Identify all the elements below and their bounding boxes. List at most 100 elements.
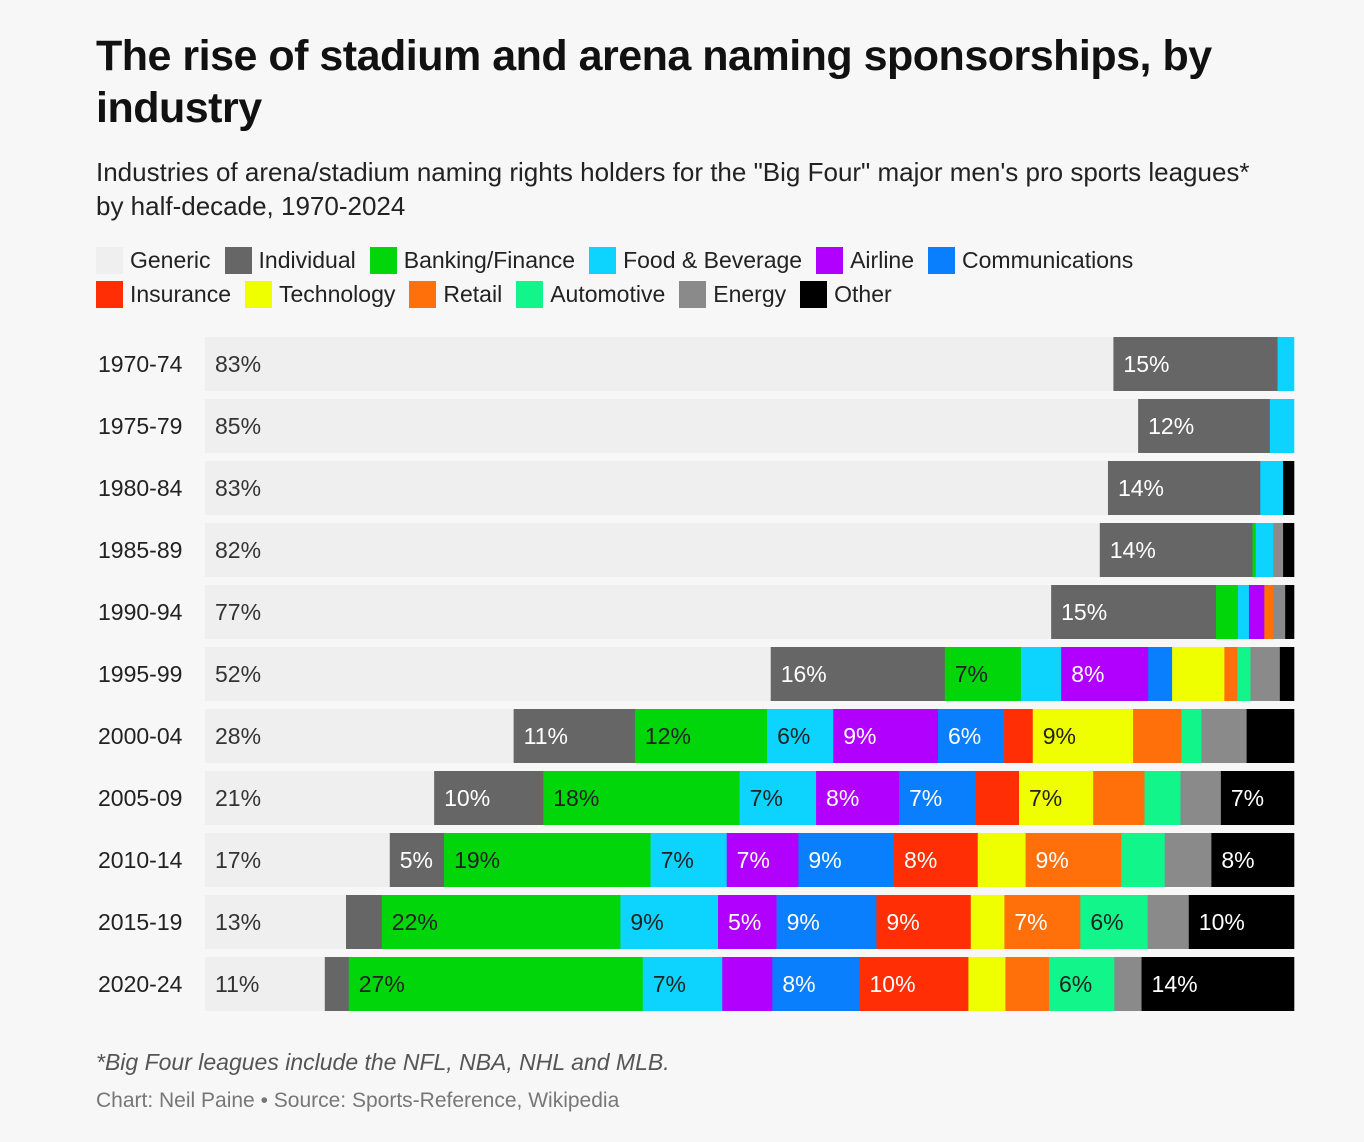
data-label: 10% — [444, 785, 490, 811]
bar-segment-other — [1285, 585, 1295, 639]
legend-swatch-banking-finance — [369, 246, 397, 274]
legend-swatch-retail — [409, 280, 437, 308]
legend-label: Other — [834, 280, 892, 307]
bar-segment-retail — [1093, 771, 1145, 825]
data-label: 8% — [782, 971, 815, 997]
legend-item-other: Other — [800, 280, 892, 308]
bar-segment-food-beverage — [767, 709, 834, 763]
data-label: 13% — [215, 909, 261, 935]
bar-segment-food-beverage — [650, 833, 727, 887]
bar-segment-energy — [1273, 523, 1284, 577]
bar-segment-other — [1220, 771, 1295, 825]
bar-segment-energy — [1147, 895, 1190, 949]
data-label: 8% — [1221, 847, 1254, 873]
data-label: 27% — [359, 971, 405, 997]
data-label: 7% — [955, 661, 988, 687]
data-label: 6% — [777, 723, 810, 749]
data-label: 9% — [630, 909, 663, 935]
bar-segment-individual — [1138, 399, 1271, 453]
bar-segment-insurance — [1004, 709, 1034, 763]
data-label: 8% — [826, 785, 859, 811]
bar-segment-insurance — [876, 895, 972, 949]
bar-row-1970-74: 1970-74 83% 15% — [98, 337, 1295, 391]
legend-swatch-individual — [224, 246, 252, 274]
legend-item-technology: Technology — [245, 280, 395, 308]
category-label: 2005-09 — [98, 785, 182, 811]
data-label: 7% — [909, 785, 942, 811]
bar-segment-banking-finance — [1252, 523, 1257, 577]
data-label: 9% — [1043, 723, 1076, 749]
bar-segment-individual — [389, 833, 445, 887]
bar-segment-technology — [977, 833, 1026, 887]
bar-segment-banking-finance — [1215, 585, 1239, 639]
legend-label: Automotive — [550, 280, 666, 307]
bar-segment-banking-finance — [348, 957, 644, 1011]
bar-segment-energy — [1164, 833, 1212, 887]
category-label: 1980-84 — [98, 475, 183, 501]
bar-segment-generic — [205, 771, 435, 825]
bar-segment-automotive — [1080, 895, 1148, 949]
bar-row-1985-89: 1985-89 82% 14% — [98, 523, 1295, 577]
data-label: 9% — [1036, 847, 1069, 873]
legend-swatch-energy — [679, 280, 707, 308]
data-label: 7% — [1029, 785, 1062, 811]
legend-label: Airline — [850, 246, 915, 273]
data-label: 10% — [869, 971, 915, 997]
bar-segment-individual — [513, 709, 636, 763]
chart-title: The rise of stadium and arena naming spo… — [96, 32, 1212, 132]
data-label: 16% — [781, 661, 827, 687]
bar-row-2005-09: 2005-09 21% 10% 18% 7% 8% 7% 7% 7% — [98, 771, 1295, 825]
legend-label: Food & Beverage — [623, 246, 803, 273]
bar-row-1975-79: 1975-79 85% 12% — [98, 399, 1295, 453]
legend-item-insurance: Insurance — [96, 280, 231, 308]
data-label: 7% — [737, 847, 770, 873]
bar-segment-other — [1211, 833, 1295, 887]
data-label: 5% — [728, 909, 761, 935]
bar-segment-food-beverage — [642, 957, 723, 1011]
legend-item-individual: Individual — [224, 246, 356, 274]
bar-segment-food-beverage — [1237, 585, 1250, 639]
bar-segment-generic — [205, 399, 1139, 453]
bar-segment-communications — [937, 709, 1005, 763]
legend-row: Insurance Technology Retail Automotive Energ… — [96, 277, 1296, 311]
legend-item-generic: Generic — [96, 246, 211, 274]
bar-segment-communications — [776, 895, 877, 949]
legend-swatch-other — [800, 280, 828, 308]
data-label: 17% — [215, 847, 261, 873]
legend-row: Generic Individual Banking/Finance Food & B… — [96, 243, 1296, 277]
bar-segment-individual — [770, 647, 946, 701]
bar-segment-airline — [833, 709, 939, 763]
data-label: 77% — [215, 599, 261, 625]
data-label: 6% — [1059, 971, 1092, 997]
category-label: 1985-89 — [98, 537, 182, 563]
legend-item-banking-finance: Banking/Finance — [369, 246, 575, 274]
data-label: 14% — [1152, 971, 1198, 997]
bar-row-2015-19: 2015-19 13% 22% 9% 5% 9% 9% 7% 6% 10% — [98, 895, 1295, 949]
data-label: 15% — [1061, 599, 1107, 625]
legend-item-automotive: Automotive — [516, 280, 666, 308]
bar-segment-technology — [968, 957, 1006, 1011]
bar-segment-automotive — [1144, 771, 1181, 825]
footnote: *Big Four leagues include the NFL, NBA, … — [96, 1049, 670, 1075]
category-label: 1970-74 — [98, 351, 183, 377]
data-label: 10% — [1199, 909, 1245, 935]
bar-segment-individual — [1107, 461, 1261, 515]
bar-segment-retail — [1025, 833, 1122, 887]
bar-segment-other — [1188, 895, 1295, 949]
data-label: 83% — [215, 351, 261, 377]
legend-swatch-airline — [816, 246, 844, 274]
bar-segment-retail — [1005, 957, 1050, 1011]
legend-label: Energy — [713, 280, 787, 307]
bar-segment-banking-finance — [634, 709, 768, 763]
legend-swatch-communications — [928, 246, 956, 274]
data-label: 5% — [400, 847, 433, 873]
data-label: 14% — [1110, 537, 1156, 563]
legend-label: Retail — [443, 280, 503, 307]
data-label: 7% — [1231, 785, 1264, 811]
bar-segment-other — [1283, 461, 1295, 515]
data-label: 11% — [524, 723, 568, 749]
legend-item-food-beverage: Food & Beverage — [589, 246, 803, 274]
chart-credit: Chart: Neil Paine • Source: Sports-Refer… — [96, 1089, 620, 1112]
data-label: 7% — [661, 847, 694, 873]
category-label: 2010-14 — [98, 847, 183, 873]
